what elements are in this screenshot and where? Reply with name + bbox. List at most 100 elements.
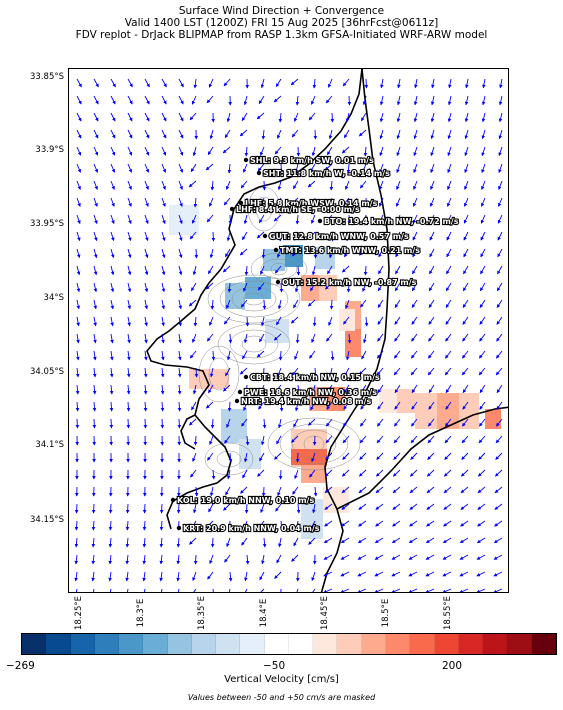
site-marker[interactable] [317,218,323,224]
wind-arrow [126,401,131,412]
wind-arrow [493,571,503,577]
wind-arrow [396,112,401,123]
wind-arrow [239,129,248,137]
wind-arrow [392,486,401,494]
site-label: PWE: 18.6 km/h NW, 0.36 m/s [244,388,377,397]
site-marker[interactable] [229,206,235,212]
wind-arrow [275,78,282,88]
wind-arrow [362,95,367,106]
site-marker[interactable] [275,279,281,285]
wind-arrow [161,333,165,344]
wind-arrow [391,571,401,577]
wind-arrow [358,503,367,510]
wind-arrow [142,537,147,548]
wind-arrow [127,350,131,361]
wind-arrow [481,129,486,140]
wind-arrow [142,503,147,514]
wind-arrow [328,197,333,207]
wind-arrow [110,282,115,293]
convergence-cell [397,389,415,413]
wind-arrow [498,180,503,190]
wind-arrow [425,554,435,560]
wind-arrow [376,435,384,444]
wind-arrow [412,248,418,258]
wind-arrow [224,129,231,139]
wind-arrow [209,129,214,140]
wind-arrow [360,384,367,394]
site-marker[interactable] [170,497,176,503]
wind-arrow [326,418,333,427]
colorbar-swatch [531,634,556,654]
site-marker[interactable] [273,247,279,253]
site-marker[interactable] [243,374,249,380]
wind-arrow [209,435,214,445]
wind-arrow [292,367,299,376]
wind-arrow [396,129,401,140]
site-marker[interactable] [243,157,249,163]
site-marker[interactable] [237,389,243,395]
wind-arrow [76,163,81,173]
site-marker[interactable] [256,170,262,176]
wind-arrow [476,571,486,577]
wind-arrow [465,78,469,89]
wind-arrow [428,282,435,292]
wind-arrow [258,520,265,529]
wind-arrow [413,129,418,140]
wind-arrow [142,571,146,582]
wind-arrow [256,112,265,120]
wind-arrow [462,384,469,394]
terrain-contour [291,429,337,459]
wind-arrow [188,418,197,426]
wind-arrow [359,180,367,189]
wind-arrow [127,129,133,139]
wind-arrow [93,146,99,156]
wind-arrow [207,146,214,156]
wind-arrow [309,469,316,478]
wind-arrow [93,129,99,139]
wind-arrow [242,231,248,241]
convergence-cell [485,409,501,429]
wind-arrow [294,163,299,174]
wind-arrow [464,95,469,106]
wind-arrow [374,571,384,577]
wind-arrow [396,95,401,106]
wind-arrow [459,588,469,592]
terrain-contour [208,357,230,391]
wind-arrow [110,316,114,327]
wind-arrow [340,571,350,577]
wind-arrow [274,146,282,155]
wind-arrow [479,282,486,292]
wind-arrow [143,367,148,378]
site-marker[interactable] [176,525,182,531]
wind-arrow [224,554,231,563]
wind-arrow [445,333,452,342]
wind-arrow [410,367,418,376]
terrain-contour [219,280,289,318]
wind-arrow [161,299,166,310]
wind-arrow [76,350,80,361]
wind-arrow [498,95,503,106]
wind-arrow [177,401,182,412]
wind-arrow [477,486,486,494]
wind-arrow [482,78,486,89]
site-marker[interactable] [234,398,240,404]
lat-label: 34°S [43,293,64,303]
wind-arrow [261,129,266,140]
wind-arrow [446,231,452,241]
wind-arrow [193,588,197,592]
wind-arrow [430,146,435,157]
site-marker[interactable] [262,233,268,239]
wind-arrow [243,95,248,106]
wind-arrow [228,333,233,344]
wind-arrow [443,503,452,510]
wind-arrow [364,316,369,327]
wind-arrow [110,214,115,225]
site-marker[interactable] [238,200,244,206]
site-label: KRT: 20.9 km/h NNW, 0.04 m/s [183,524,320,533]
lon-label: 18.45°E [320,596,330,630]
wind-arrow [479,316,486,325]
wind-arrow [226,350,231,361]
wind-arrow [308,112,316,121]
wind-arrow [260,197,265,208]
wind-arrow [243,163,248,173]
